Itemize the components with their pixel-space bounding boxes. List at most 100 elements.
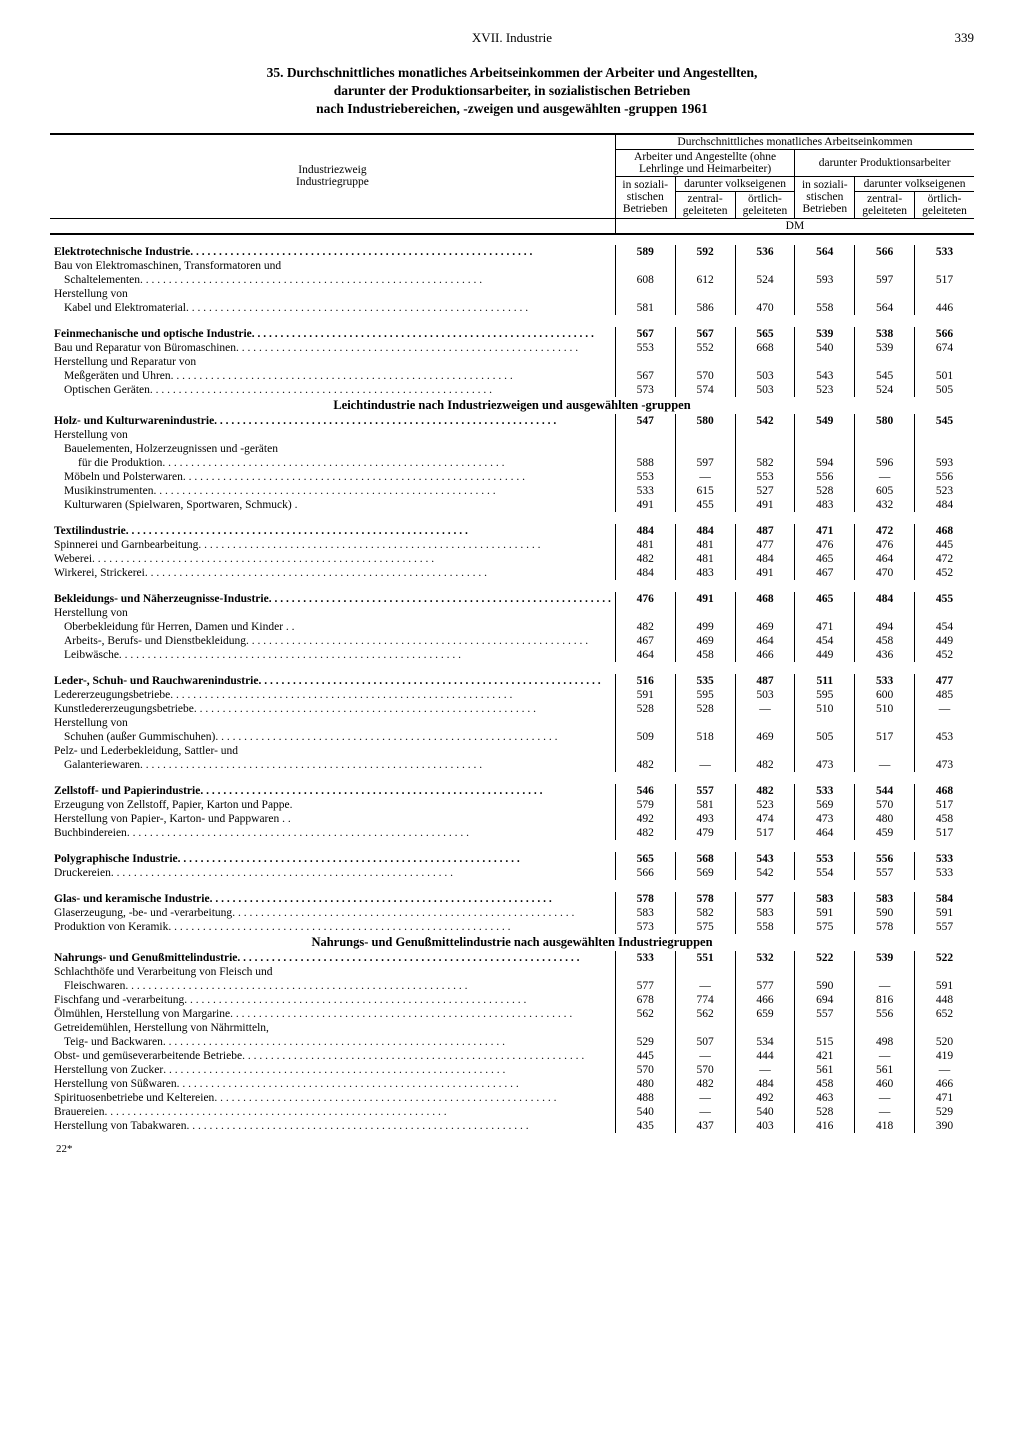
data-cell: 565 (615, 852, 675, 866)
data-cell (915, 744, 974, 758)
row-label: Arbeits-, Berufs- und Dienstbekleidung (64, 635, 246, 647)
data-cell: 481 (615, 538, 675, 552)
data-cell: 484 (735, 552, 795, 566)
data-cell (795, 1021, 855, 1035)
data-cell: 449 (915, 634, 974, 648)
data-cell: 458 (675, 648, 735, 662)
data-cell: 468 (915, 524, 974, 538)
data-cell: 477 (735, 538, 795, 552)
data-cell (735, 355, 795, 369)
data-cell: 589 (615, 245, 675, 259)
data-cell: 499 (675, 620, 735, 634)
data-cell: 460 (855, 1077, 915, 1091)
row-label: Bau und Reparatur von Büromaschinen (54, 342, 236, 354)
data-cell: 416 (795, 1119, 855, 1133)
data-cell: 583 (795, 892, 855, 906)
data-cell: 694 (795, 993, 855, 1007)
table-row: Herstellung von Papier-, Karton- und Pap… (50, 812, 974, 826)
col-zentral-2: zentral- geleiteten (855, 191, 915, 218)
data-cell: 455 (675, 498, 735, 512)
data-cell: 592 (675, 245, 735, 259)
data-cell: 418 (855, 1119, 915, 1133)
col-volk-1: darunter volkseigenen (675, 176, 795, 191)
data-cell: 482 (735, 784, 795, 798)
data-cell: 520 (915, 1035, 974, 1049)
data-cell: 562 (675, 1007, 735, 1021)
data-cell (915, 965, 974, 979)
data-cell: 577 (615, 979, 675, 993)
right-group-head: darunter Produktionsarbeiter (795, 149, 974, 176)
row-label: Herstellung von (54, 717, 128, 729)
data-cell: 465 (795, 592, 855, 606)
data-cell: 581 (615, 301, 675, 315)
data-cell (675, 259, 735, 273)
row-label: Herstellung von (54, 607, 128, 619)
section-heading: Leichtindustrie nach Industriezweigen un… (50, 397, 974, 414)
row-label: Herstellung von Papier-, Karton- und Pap… (54, 813, 291, 825)
data-cell: — (735, 1063, 795, 1077)
data-cell: — (735, 702, 795, 716)
data-cell: 593 (795, 273, 855, 287)
data-cell: 579 (615, 798, 675, 812)
row-label: Herstellung von (54, 288, 128, 300)
data-cell: 487 (735, 524, 795, 538)
data-cell: 596 (855, 456, 915, 470)
data-cell: 597 (675, 456, 735, 470)
data-cell: 488 (615, 1091, 675, 1105)
data-cell: 543 (735, 852, 795, 866)
data-cell: 510 (795, 702, 855, 716)
table-row: Buchbindereien482479517464459517 (50, 826, 974, 840)
data-cell (615, 287, 675, 301)
data-cell (855, 716, 915, 730)
row-label: Herstellung von Zucker (54, 1064, 163, 1076)
table-row: Holz- und Kulturwarenindustrie5475805425… (50, 414, 974, 428)
data-cell: 566 (615, 866, 675, 880)
data-cell: 491 (675, 592, 735, 606)
data-cell: 484 (615, 524, 675, 538)
data-cell: 459 (855, 826, 915, 840)
data-cell (855, 442, 915, 456)
data-cell: 590 (855, 906, 915, 920)
row-label: Kabel und Elektromaterial (64, 302, 186, 314)
data-cell: 570 (855, 798, 915, 812)
data-cell: 524 (735, 273, 795, 287)
data-cell: 528 (795, 1105, 855, 1119)
data-cell: 561 (855, 1063, 915, 1077)
data-cell: 567 (615, 369, 675, 383)
row-label: Buchbindereien (54, 827, 127, 839)
data-cell: 487 (735, 674, 795, 688)
data-cell: 533 (915, 866, 974, 880)
data-cell: 464 (735, 634, 795, 648)
data-cell: 390 (915, 1119, 974, 1133)
data-cell (615, 1021, 675, 1035)
data-cell: 452 (915, 566, 974, 580)
data-cell: 540 (615, 1105, 675, 1119)
table-row: Spinnerei und Garnbearbeitung48148147747… (50, 538, 974, 552)
row-label: Glas- und keramische Industrie (54, 893, 210, 905)
data-cell (915, 428, 974, 442)
data-cell: 471 (795, 524, 855, 538)
data-cell: 528 (795, 484, 855, 498)
row-label: Ledererzeugungsbetriebe (54, 689, 170, 701)
table-row: Glaserzeugung, -be- und -verarbeitung583… (50, 906, 974, 920)
data-cell: 608 (615, 273, 675, 287)
data-cell: 468 (915, 784, 974, 798)
data-cell: 469 (735, 730, 795, 744)
table-row: Kulturwaren (Spielwaren, Sportwaren, Sch… (50, 498, 974, 512)
row-label: Produktion von Keramik (54, 921, 168, 933)
data-cell: 600 (855, 688, 915, 702)
data-cell: — (915, 702, 974, 716)
data-cell: 534 (735, 1035, 795, 1049)
data-cell: 484 (855, 592, 915, 606)
col-zentral-1: zentral- geleiteten (675, 191, 735, 218)
data-cell: 564 (855, 301, 915, 315)
data-cell: 437 (675, 1119, 735, 1133)
data-cell: 476 (855, 538, 915, 552)
data-cell: — (675, 470, 735, 484)
data-cell: 484 (915, 498, 974, 512)
data-cell: 553 (795, 852, 855, 866)
data-cell (735, 259, 795, 273)
data-cell: 557 (915, 920, 974, 934)
data-cell (795, 259, 855, 273)
col-oertlich-2: örtlich- geleiteten (915, 191, 974, 218)
